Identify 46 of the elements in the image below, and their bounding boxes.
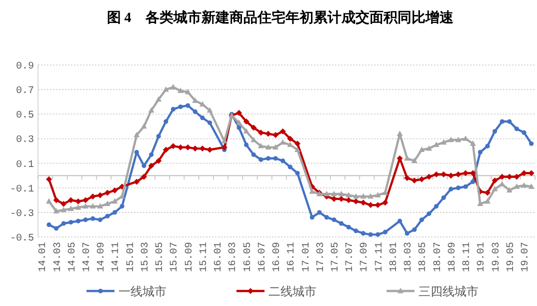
x-tick-label: 15.09: [184, 242, 196, 272]
x-tick-label: 18.05: [418, 242, 430, 272]
x-tick-label: 14.07: [82, 242, 94, 272]
x-tick-label: 18.09: [447, 242, 458, 272]
y-tick-label: 0.5: [16, 110, 34, 122]
x-tick-label: 15.03: [140, 242, 152, 272]
x-tick-label: 15.01: [126, 242, 137, 272]
x-tick-label: 17.03: [316, 242, 327, 272]
x-tick-label: 16.11: [286, 242, 298, 272]
y-tick-label: 0.7: [16, 86, 34, 98]
x-tick-label: 18.07: [432, 242, 444, 272]
y-tick-label: -0.5: [10, 234, 34, 244]
x-tick-label: 14.05: [67, 242, 78, 272]
x-tick-label: 17.09: [360, 242, 371, 272]
y-tick-label: 0.9: [16, 62, 34, 72]
x-tick-label: 16.03: [228, 242, 240, 272]
x-tick-label: 17.01: [301, 242, 312, 272]
x-tick-label: 17.07: [345, 242, 356, 272]
x-tick-label: 15.11: [198, 242, 210, 272]
x-tick-label: 18.03: [404, 242, 415, 272]
x-tick-label: 15.05: [155, 242, 166, 272]
x-tick-label: 16.05: [242, 242, 254, 272]
y-tick-label: -0.3: [10, 208, 34, 220]
x-tick-label: 14.03: [52, 242, 64, 272]
x-tick-label: 16.09: [272, 242, 284, 272]
x-tick-label: 14.01: [38, 242, 50, 272]
x-tick-label: 14.09: [96, 242, 108, 272]
legend-label: 二线城市: [268, 284, 316, 298]
chart-title: 图 4 各类城市新建商品住宅年初累计成交面积同比增速: [106, 9, 454, 26]
x-tick-label: 17.05: [330, 242, 342, 272]
x-tick-label: 19.07: [520, 242, 532, 272]
y-tick-label: 0.3: [16, 135, 34, 146]
x-tick-label: 14.11: [111, 242, 122, 272]
x-tick-label: 18.11: [462, 242, 474, 272]
legend-label: 三四线城市: [418, 284, 478, 298]
legend-label: 一线城市: [118, 284, 166, 298]
x-tick-label: 15.07: [170, 242, 181, 272]
y-tick-label: -0.1: [10, 184, 34, 196]
y-tick-label: 0.1: [16, 160, 34, 171]
x-tick-label: 16.07: [257, 242, 268, 272]
x-tick-label: 16.01: [214, 242, 225, 272]
x-tick-label: 18.01: [388, 242, 400, 272]
x-tick-label: 17.11: [374, 242, 386, 272]
x-tick-label: 19.03: [491, 242, 502, 272]
x-tick-label: 19.01: [476, 242, 488, 272]
x-tick-label: 19.05: [506, 242, 517, 272]
